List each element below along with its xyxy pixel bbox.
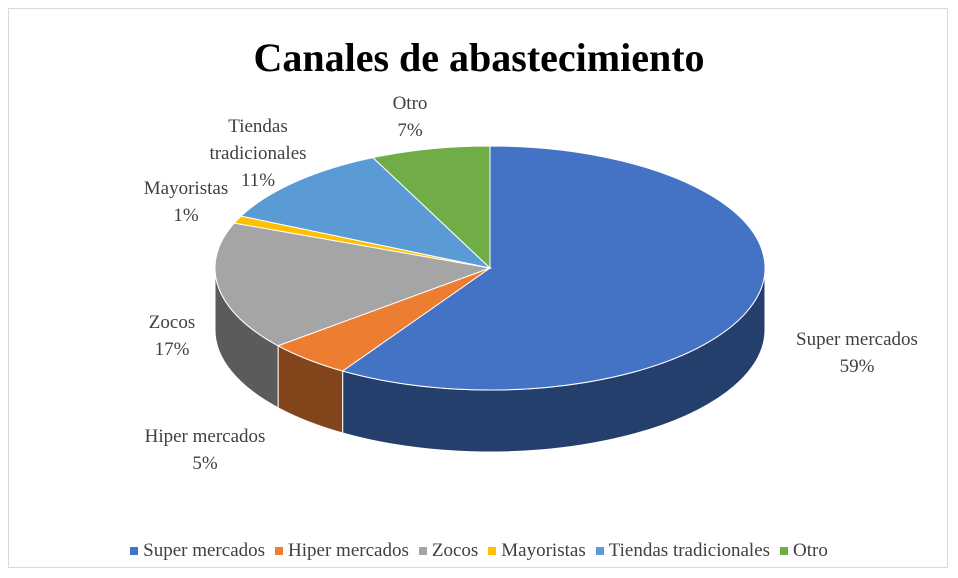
data-label-category: Zocos <box>148 312 196 333</box>
legend-label: Hiper mercados <box>288 540 409 561</box>
data-label-value: 11% <box>240 170 276 191</box>
data-label-value: 7% <box>397 120 423 141</box>
data-label-category: Super mercados <box>796 329 918 350</box>
legend-swatch <box>130 547 139 555</box>
slice <box>240 157 492 269</box>
legend-label: Super mercados <box>143 540 266 561</box>
legend-swatch <box>275 547 284 555</box>
chart-frame <box>8 8 948 568</box>
slice <box>371 145 491 270</box>
legend-item: Tiendas tradicionales <box>595 540 771 562</box>
data-label-category: Tiendas tradicionales <box>209 116 307 164</box>
chart-title: Canales de abastecimiento <box>253 35 705 80</box>
legend-label: Zocos <box>431 540 479 561</box>
data-label-category: Otro <box>392 93 428 114</box>
legend-label: Otro <box>793 540 828 561</box>
legend-label: Mayoristas <box>501 540 586 561</box>
data-label-value: 17% <box>154 339 190 360</box>
data-label: Tiendas tradicionales 11% <box>188 113 328 194</box>
data-label-value: 5% <box>192 453 218 474</box>
slice <box>214 222 492 347</box>
data-label-value: 59% <box>839 356 875 377</box>
legend-swatch <box>595 547 604 555</box>
legend: Super mercados Hiper mercados Zocos Mayoris… <box>0 540 958 562</box>
data-label-category: Hiper mercados <box>144 426 266 447</box>
data-label: Super mercados 59% <box>757 326 957 380</box>
legend-swatch <box>418 547 427 555</box>
legend-item: Zocos <box>418 540 479 562</box>
legend-item: Super mercados <box>130 540 265 562</box>
legend-item: Hiper mercados <box>275 540 409 562</box>
legend-swatch <box>488 547 497 555</box>
data-label: Hiper mercados 5% <box>105 423 305 477</box>
legend-item: Mayoristas <box>488 540 586 562</box>
data-label: Otro 7% <box>360 90 460 144</box>
data-label-value: 1% <box>173 205 199 226</box>
data-label-category: Mayoristas <box>143 178 229 199</box>
legend-label: Tiendas tradicionales <box>608 540 771 561</box>
slice <box>341 145 766 391</box>
legend-swatch <box>780 547 789 555</box>
legend-item: Otro <box>780 540 828 562</box>
data-label: Mayoristas 1% <box>116 175 256 229</box>
data-label: Zocos 17% <box>112 309 232 363</box>
